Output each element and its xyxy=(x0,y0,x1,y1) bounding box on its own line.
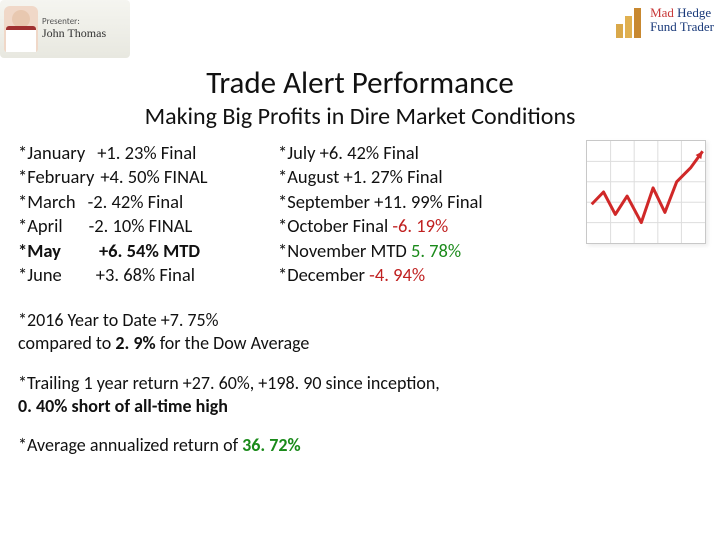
month-row: *September +11. 99% Final xyxy=(278,190,558,214)
note-ytd: *2016 Year to Date +7. 75% compared to 2… xyxy=(18,309,702,355)
months-col-right: *July +6. 42% Final*August +1. 27% Final… xyxy=(278,141,558,287)
page-subtitle: Making Big Profits in Dire Market Condit… xyxy=(0,102,720,131)
summary-notes: *2016 Year to Date +7. 75% compared to 2… xyxy=(18,309,702,456)
month-row: *May+6. 54% MTD xyxy=(18,239,278,263)
note-average: *Average annualized return of 36. 72% xyxy=(18,434,702,457)
brand-text: Mad Hedge Fund Trader xyxy=(650,6,714,33)
brand-logo: Mad Hedge Fund Trader xyxy=(614,2,714,38)
month-row: *July +6. 42% Final xyxy=(278,141,558,165)
month-row: *August +1. 27% Final xyxy=(278,165,558,189)
month-row: *January+1. 23% Final xyxy=(18,141,278,165)
trend-chart xyxy=(586,140,706,244)
presenter-badge: Presenter: John Thomas xyxy=(0,0,130,58)
month-row: *June+3. 68% Final xyxy=(18,263,278,287)
page-title: Trade Alert Performance xyxy=(0,64,720,102)
month-row: *November MTD 5. 78% xyxy=(278,239,558,263)
presenter-name: John Thomas xyxy=(42,26,106,41)
presenter-label: Presenter: xyxy=(42,17,106,27)
month-row: *April-2. 10% FINAL xyxy=(18,214,278,238)
month-row: *December -4. 94% xyxy=(278,263,558,287)
trend-line-icon xyxy=(587,141,705,243)
month-row: *March-2. 42% Final xyxy=(18,190,278,214)
months-col-left: *January+1. 23% Final*February+4. 50% FI… xyxy=(18,141,278,287)
month-row: *February+4. 50% FINAL xyxy=(18,165,278,189)
bar-chart-icon xyxy=(614,2,644,38)
presenter-avatar xyxy=(4,6,38,52)
month-row: *October Final -6. 19% xyxy=(278,214,558,238)
header: Presenter: John Thomas Mad Hedge Fund Tr… xyxy=(0,0,720,60)
note-trailing: *Trailing 1 year return +27. 60%, +198. … xyxy=(18,372,702,418)
